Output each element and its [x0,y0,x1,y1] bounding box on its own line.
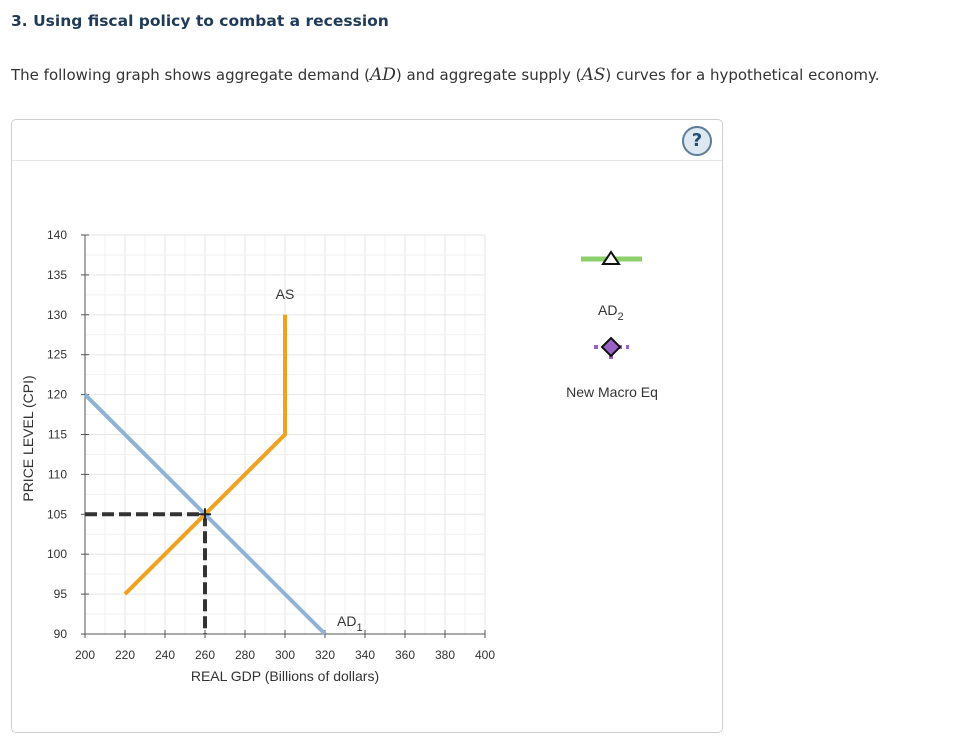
help-button[interactable]: ? [682,126,712,156]
graph-panel: ? [11,119,723,733]
intro-text-3: ) curves for a hypothetical economy. [605,66,880,84]
ad-symbol: AD [370,65,396,85]
question-intro: The following graph shows aggregate dema… [11,65,880,85]
question-heading: 3. Using fiscal policy to combat a reces… [11,12,389,30]
as-symbol: AS [581,65,606,85]
help-question-icon: ? [691,130,703,151]
intro-text-1: The following graph shows aggregate dema… [11,66,370,84]
graph-toolbar: ? [12,120,722,161]
intro-text-2: ) and aggregate supply ( [395,66,582,84]
